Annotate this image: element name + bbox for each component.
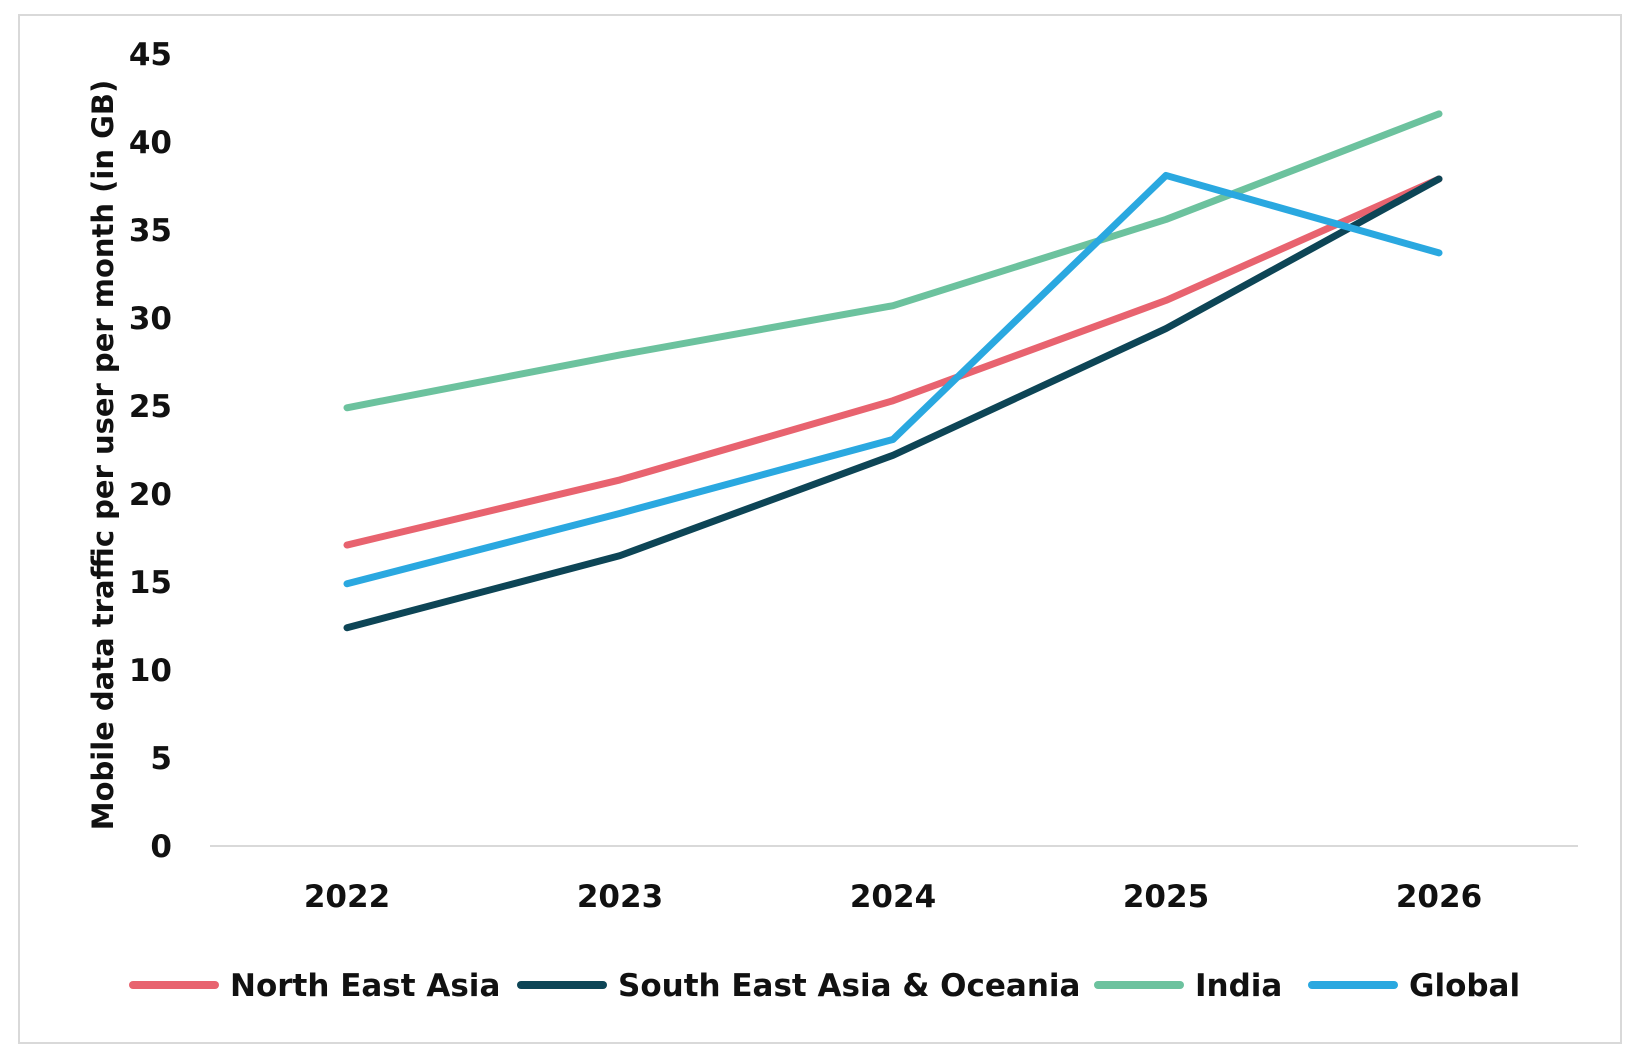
x-tick-labels: 2022 2023 2024 2025 2026 [304,879,1482,915]
legend-label: India [1195,968,1282,1004]
x-tick-label: 2022 [304,879,390,915]
series-line-south-east-asia-oceania [343,175,1443,632]
x-tick-label: 2023 [577,879,663,915]
y-tick-label: 0 [150,829,172,865]
y-tick-label: 40 [129,125,172,161]
y-tick-label: 30 [129,301,172,337]
y-axis-title: Mobile data traffic per user per month (… [86,80,120,831]
y-tick-label: 5 [150,741,172,777]
legend: North East Asia South East Asia & Oceania… [129,968,1520,1004]
y-tick-label: 15 [129,565,172,601]
series-line-global [343,171,1443,588]
series-lines [343,110,1443,632]
y-tick-label: 10 [129,653,172,689]
y-tick-label: 20 [129,477,172,513]
legend-label: South East Asia & Oceania [618,968,1080,1004]
chart-frame [18,14,1622,1044]
series-line-north-east-asia [343,175,1443,549]
series-line-india [343,110,1443,412]
y-tick-labels: 0 5 10 15 20 25 30 35 40 45 [129,37,172,865]
y-tick-label: 25 [129,389,172,425]
legend-label: Global [1409,968,1520,1004]
x-tick-label: 2025 [1123,879,1209,915]
x-tick-label: 2026 [1396,879,1482,915]
legend-label: North East Asia [230,968,500,1004]
y-tick-label: 45 [129,37,172,73]
y-tick-label: 35 [129,213,172,249]
x-tick-label: 2024 [850,879,936,915]
